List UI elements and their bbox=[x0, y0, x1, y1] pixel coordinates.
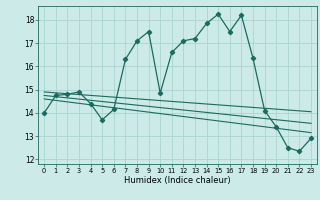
X-axis label: Humidex (Indice chaleur): Humidex (Indice chaleur) bbox=[124, 176, 231, 185]
